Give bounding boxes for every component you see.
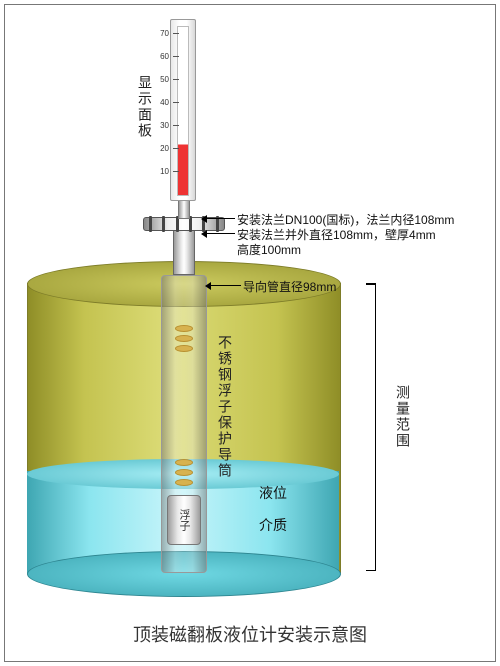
guide-dia-annotation: 导向管直径98mm	[243, 278, 336, 295]
gauge-tick-label: 60	[153, 52, 169, 61]
arrow-icon	[201, 215, 207, 223]
leader-line	[205, 233, 235, 234]
gauge-tick	[173, 79, 179, 80]
float-label: 浮子	[176, 509, 192, 531]
gauge-tick-label: 30	[153, 121, 169, 130]
gauge-tick-label: 50	[153, 75, 169, 84]
mounting-neck	[173, 229, 195, 275]
leader-line	[205, 218, 235, 219]
measure-range-label: 测量范围	[393, 385, 413, 449]
gauge-tick-label: 40	[153, 98, 169, 107]
liquid-level-label: 液位	[259, 483, 287, 503]
float-ring	[175, 459, 193, 466]
gauge-stem	[178, 199, 190, 219]
gauge-tick	[173, 56, 179, 57]
display-panel-label: 显示面板	[135, 75, 155, 139]
diagram-frame: 浮子 10203040506070 显示面板 不锈钢浮子保护导筒 安装法兰DN1…	[4, 4, 496, 662]
medium-label: 介质	[259, 515, 287, 535]
arrow-icon	[201, 230, 207, 238]
float-ring	[175, 345, 193, 352]
gauge-tick	[173, 125, 179, 126]
gauge-tick-label: 20	[153, 144, 169, 153]
gauge-tick	[173, 171, 179, 172]
caption: 顶装磁翻板液位计安装示意图	[5, 621, 495, 647]
float-ring	[175, 479, 193, 486]
arrow-icon	[205, 282, 211, 290]
display-panel: 10203040506070	[170, 19, 196, 201]
gauge-tick	[173, 102, 179, 103]
flange-annotation-3: 高度100mm	[237, 241, 301, 258]
leader-line	[209, 285, 241, 286]
float-ring	[175, 325, 193, 332]
mounting-flange	[143, 217, 225, 231]
float-ring	[175, 335, 193, 342]
range-bracket	[365, 283, 376, 571]
float: 浮子	[167, 495, 201, 545]
gauge-tick-label: 70	[153, 29, 169, 38]
gauge-tick	[173, 33, 179, 34]
guide-tube-label: 不锈钢浮子保护导筒	[215, 335, 235, 479]
float-ring	[175, 469, 193, 476]
gauge-tick	[173, 148, 179, 149]
gauge-tick-label: 10	[153, 167, 169, 176]
